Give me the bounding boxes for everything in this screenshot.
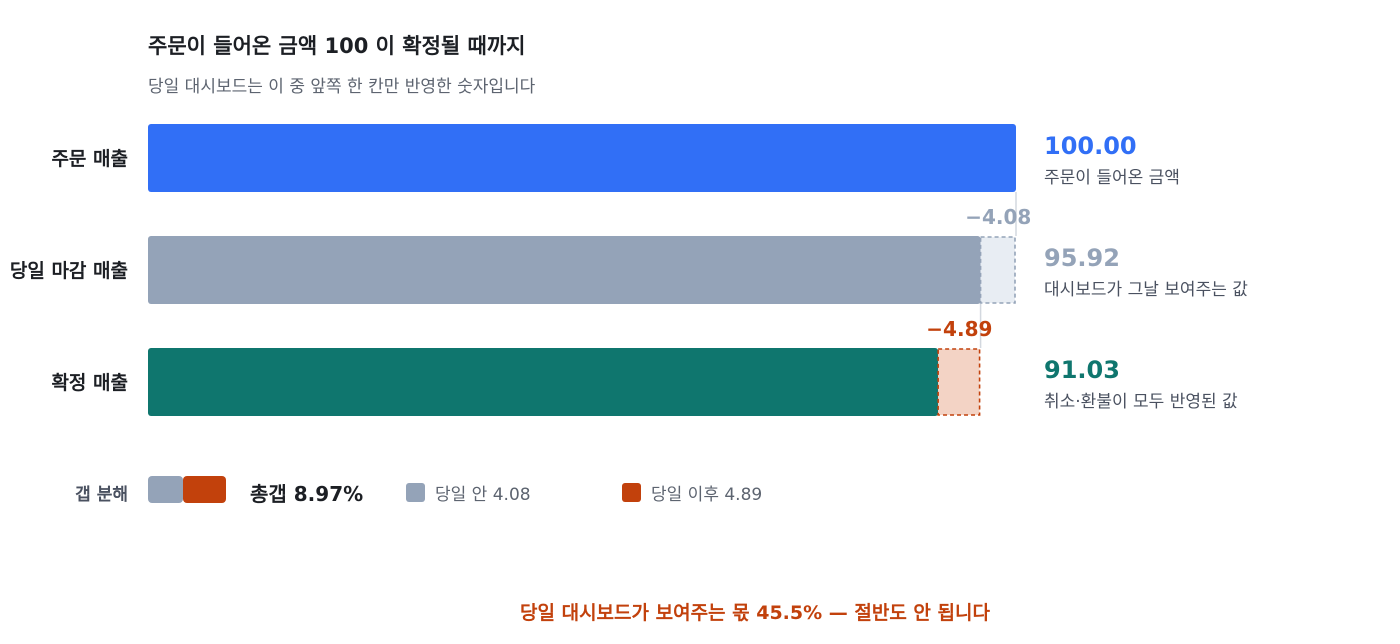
legend-swatch-sameday [406,483,425,502]
value-label-1: 100.00 [1044,132,1137,160]
gap-label-2: −4.89 [926,317,992,341]
chart-subtitle: 당일 대시보드는 이 중 앞쪽 한 칸만 반영한 숫자입니다 [148,77,536,97]
legend-label-sameday: 당일 안 4.08 [435,485,531,505]
legend-item-sameday: 당일 안 4.08 [406,480,531,505]
legend-swatch-after [622,483,641,502]
category-label-1: 주문 매출 [51,148,128,170]
bar-2 [148,236,981,304]
chart-title: 주문이 들어온 금액 100 이 확정될 때까지 [148,34,526,58]
bar-3 [148,348,939,416]
gap-label-1: −4.08 [965,205,1031,229]
conclusion-text: 당일 대시보드가 보여주는 몫 45.5% — 절반도 안 됩니다 [520,602,990,624]
bar-1 [148,124,1016,192]
category-label-2: 당일 마감 매출 [10,260,128,282]
gap-breakdown-label: 갭 분해 [75,485,128,505]
value-label-3: 91.03 [1044,356,1120,384]
legend-label-after: 당일 이후 4.89 [651,485,763,505]
value-description-1: 주문이 들어온 금액 [1044,168,1180,188]
gap-swatch-after [183,476,226,503]
legend-item-after: 당일 이후 4.89 [622,480,762,505]
value-label-2: 95.92 [1044,244,1120,272]
gap-total: 총갭 8.97% [250,482,364,506]
gap-breakdown: 갭 분해 총갭 8.97% 당일 안 4.08 당일 이후 4.89 [0,472,1400,508]
gap-rect-2 [937,348,981,416]
gap-swatch-sameday [148,476,184,503]
gap-rect-1 [979,236,1016,304]
category-label-3: 확정 매출 [51,371,128,394]
value-description-2: 대시보드가 그날 보여주는 값 [1044,280,1248,300]
value-description-3: 취소·환불이 모두 반영된 값 [1044,392,1238,412]
